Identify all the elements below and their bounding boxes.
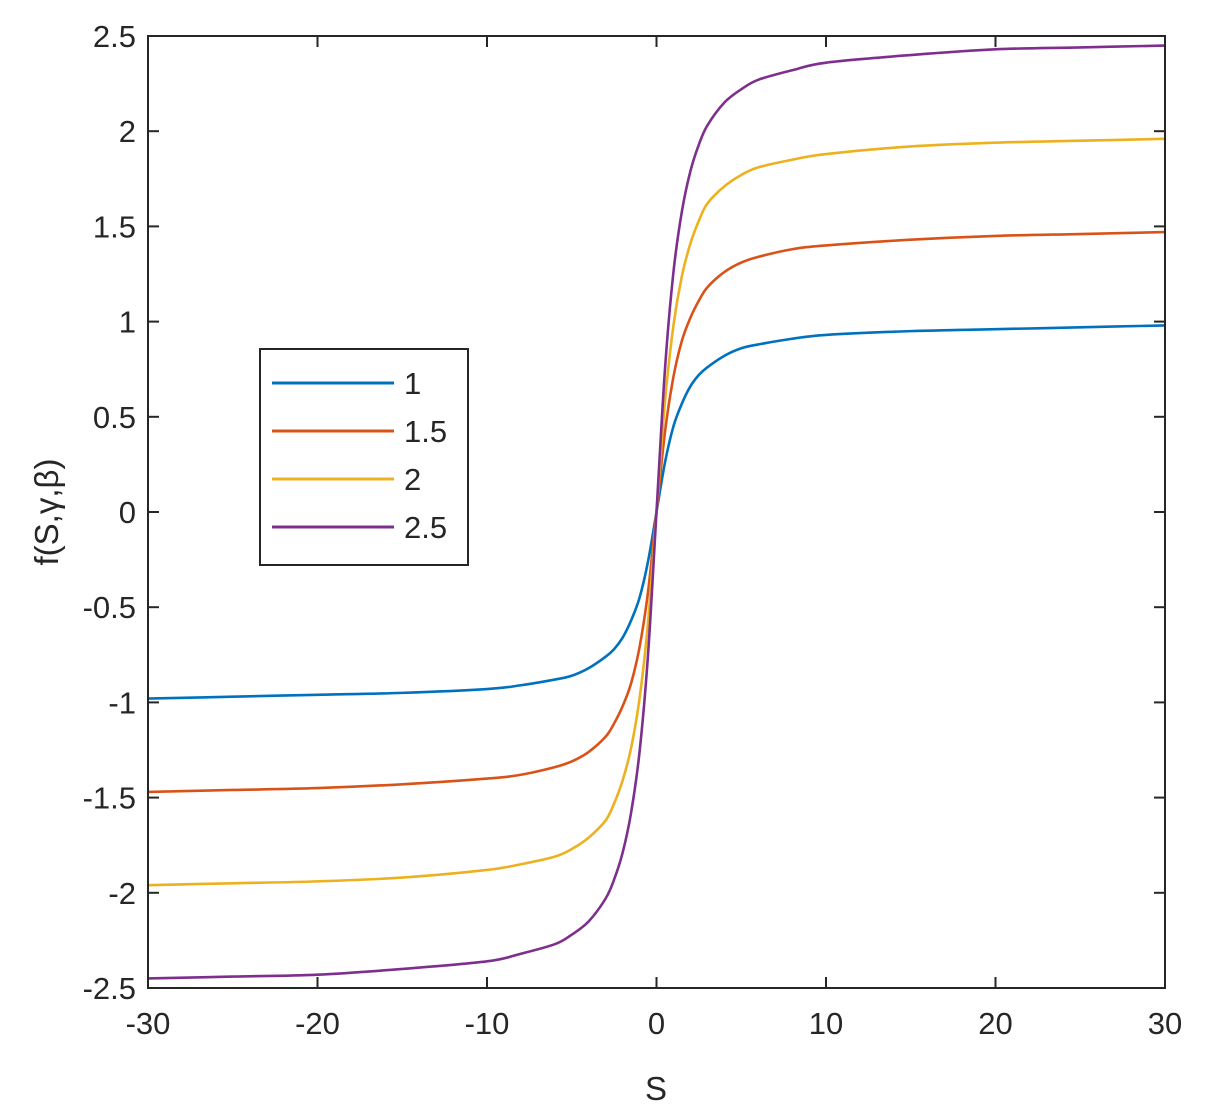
x-tick-label: -30 [126, 1006, 171, 1041]
x-tick-label: 10 [809, 1006, 843, 1041]
y-tick-label: 2.5 [93, 19, 136, 54]
y-tick-label: 2 [119, 114, 136, 149]
x-tick-label: -20 [295, 1006, 340, 1041]
axes-layer: -30 -20 -10 0 10 20 30 -2.5 -2 -1.5 -1 -0.5 0 0.5 1 1.5… [83, 19, 1183, 1041]
y-tick-label: 1.5 [93, 209, 136, 244]
y-tick-label: 0.5 [93, 400, 136, 435]
legend-box [259, 348, 469, 566]
x-tick-label: 30 [1148, 1006, 1182, 1041]
x-tick-label: -10 [465, 1006, 510, 1041]
y-tick-label: 1 [119, 305, 136, 340]
legend-label-3: 2.5 [404, 510, 447, 545]
legend-label-2: 2 [404, 462, 421, 497]
y-tick-label: -2.5 [83, 971, 136, 1006]
x-axis-title: S [645, 1070, 667, 1107]
series-line-3 [147, 44, 1166, 980]
y-tick-label: -0.5 [83, 590, 136, 625]
y-axis-title: f(S,γ,β) [28, 459, 65, 566]
y-tick-label: -1 [108, 685, 136, 720]
x-tick-label: 0 [648, 1006, 665, 1041]
legend: 1 1.5 2 2.5 [259, 348, 469, 566]
y-tick-label: 0 [119, 495, 136, 530]
legend-label-1: 1.5 [404, 414, 447, 449]
y-tick-label: -1.5 [83, 781, 136, 816]
x-tick-label: 20 [978, 1006, 1012, 1041]
series-layer [147, 44, 1166, 980]
legend-label-0: 1 [404, 366, 421, 401]
y-tick-label: -2 [108, 876, 136, 911]
